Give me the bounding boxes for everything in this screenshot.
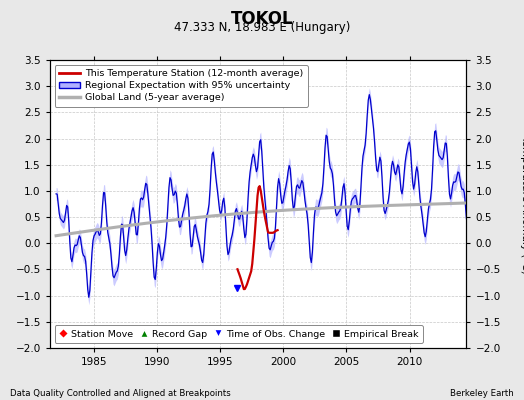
- Text: Data Quality Controlled and Aligned at Breakpoints: Data Quality Controlled and Aligned at B…: [10, 389, 231, 398]
- Text: Berkeley Earth: Berkeley Earth: [450, 389, 514, 398]
- Legend: Station Move, Record Gap, Time of Obs. Change, Empirical Break: Station Move, Record Gap, Time of Obs. C…: [54, 325, 423, 343]
- Y-axis label: Temperature Anomaly (°C): Temperature Anomaly (°C): [520, 134, 524, 274]
- Text: 47.333 N, 18.983 E (Hungary): 47.333 N, 18.983 E (Hungary): [174, 21, 350, 34]
- Text: TOKOL: TOKOL: [231, 10, 293, 28]
